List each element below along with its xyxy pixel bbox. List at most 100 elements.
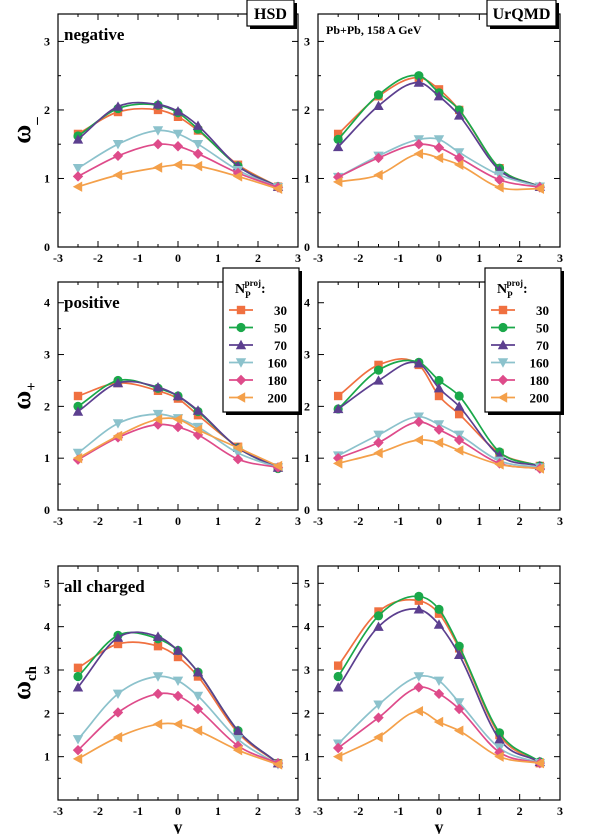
y-tick-label: 2 [44,399,50,413]
data-point-180 [232,454,244,465]
data-point-70 [413,77,425,87]
model-box [486,0,557,27]
y-tick-label: 1 [44,750,50,764]
data-point-70 [112,377,124,388]
data-point-30 [374,360,383,370]
y-tick-label: 0 [44,240,50,254]
data-point-200 [192,160,203,172]
legend-marker-30 [236,305,246,315]
x-tick-label: 1 [215,251,221,265]
data-point-180 [172,690,184,702]
data-point-200 [534,757,545,769]
data-point-180 [413,139,425,150]
x-tick-label: -2 [353,251,363,265]
data-point-30 [153,105,163,115]
data-point-160 [232,735,244,745]
data-point-50 [434,375,444,386]
series-line-200 [77,722,279,766]
data-point-70 [192,405,204,415]
data-point-200 [494,459,504,470]
x-tick-label: 3 [295,514,301,528]
data-point-200 [433,152,444,164]
data-point-70 [494,734,505,744]
y-tick-label: 2 [304,399,310,413]
x-tick-label: -3 [53,251,63,265]
legend-marker-200 [235,392,246,403]
x-tick-label: -1 [133,251,143,265]
x-tick-label: 0 [436,804,442,818]
x-tick-label: 2 [255,251,261,265]
data-point-70 [413,604,425,614]
data-point-180 [192,703,204,715]
legend-title-part: P [507,290,513,300]
data-point-50 [414,71,424,81]
data-point-70 [453,649,465,660]
data-point-50 [454,391,464,401]
data-point-180 [433,424,445,435]
data-point-180 [453,703,465,715]
y-tick-label: 2 [304,706,310,720]
legend-label-30: 30 [536,303,549,318]
y-tick-label: 5 [44,576,50,590]
legend-title: NPproj: [497,278,528,300]
data-point-180 [373,437,384,448]
x-tick-label: -3 [53,804,63,818]
data-point-180 [72,744,84,756]
data-point-200 [534,183,545,194]
data-point-160 [152,409,164,420]
y-tick-label: 5 [304,576,310,590]
data-point-70 [373,621,384,631]
data-point-160 [453,698,465,708]
data-point-200 [272,460,283,472]
data-point-200 [373,169,383,181]
data-point-180 [152,419,164,430]
data-point-200 [373,731,383,743]
data-point-180 [112,707,124,718]
data-point-160 [72,735,84,745]
data-point-160 [72,448,84,459]
x-tick-label: 3 [295,251,301,265]
y-tick-label: 0 [304,240,310,254]
data-point-200 [72,452,83,464]
data-point-50 [73,671,83,682]
data-point-50 [333,671,343,682]
data-point-30 [73,663,83,673]
y-tick-label: 1 [304,750,310,764]
y-tick-label: 1 [44,171,50,185]
data-point-180 [192,429,204,441]
data-point-200 [172,718,183,730]
model-label: HSD [254,6,287,23]
data-point-70 [332,403,344,414]
x-tick-label: -1 [394,251,404,265]
data-point-180 [172,421,184,433]
y-axis-label-sub: _ [24,117,40,126]
data-point-180 [192,148,204,159]
data-point-160 [433,135,445,145]
panel-negative-hsd: -3 -2 -1 0 1 2 3 0 1 2 3 negative HSD ω_ [7,0,301,265]
panel-charged-hsd: -3 -2 -1 0 1 2 3 1 2 3 4 5 all charged ωch y [7,565,301,834]
data-point-160 [172,129,184,140]
x-tick-label: -2 [93,251,103,265]
data-point-200 [232,171,243,182]
data-point-180 [413,682,425,693]
x-tick-label: -2 [353,514,363,528]
panel-label: negative [64,25,125,44]
y-tick-label: 3 [44,663,50,677]
model-box [246,0,295,27]
data-point-200 [172,414,183,425]
x-tick-label: 1 [215,804,221,818]
data-point-200 [232,442,243,454]
data-point-200 [534,463,545,474]
legend-marker-30 [498,305,508,315]
x-tick-label: -3 [313,804,323,818]
data-point-180 [433,142,445,153]
legend-label-200: 200 [530,391,550,406]
panel-charged-urqmd: -3 -2 -1 0 1 2 3 1 2 3 4 5 y [304,565,563,834]
data-point-70 [453,110,465,120]
x-tick-label: -3 [313,514,323,528]
x-axis-label: y [435,817,444,834]
data-point-160 [192,140,204,150]
model-label: UrQMD [493,6,551,23]
